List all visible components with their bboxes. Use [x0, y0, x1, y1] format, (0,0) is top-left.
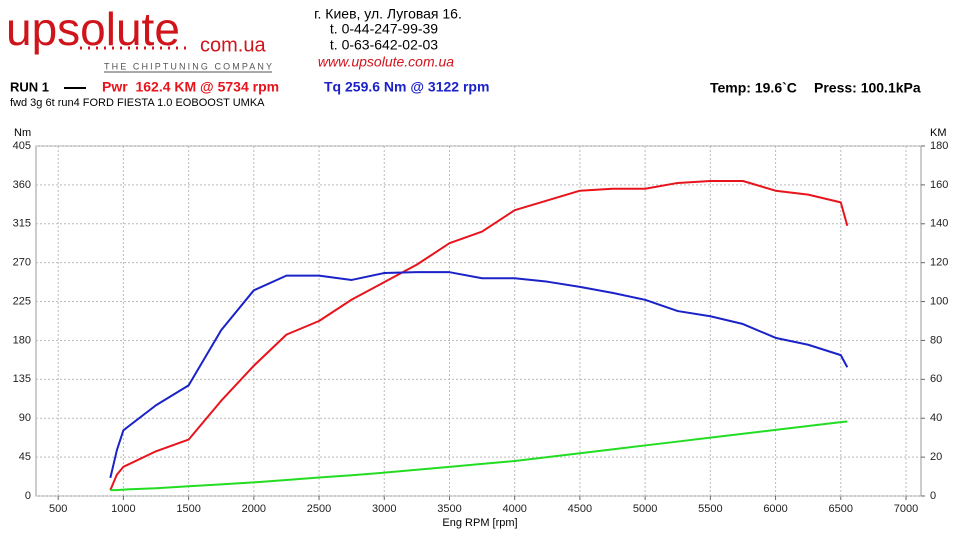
y2-axis-label: KM: [930, 127, 947, 139]
y-tick-label: 45: [19, 451, 31, 463]
y2-tick-label: 20: [930, 451, 942, 463]
y2-tick-label: 140: [930, 218, 948, 230]
y2-tick-label: 80: [930, 334, 942, 346]
y-tick-label: 180: [13, 334, 31, 346]
x-tick-label: 2500: [307, 503, 331, 515]
y2-tick-label: 160: [930, 179, 948, 191]
series-line: [110, 420, 848, 492]
logo: upsolute: [6, 3, 180, 55]
y2-tick-label: 120: [930, 257, 948, 269]
y2-tick-label: 0: [930, 490, 936, 502]
press: Press: 100.1kPa: [814, 80, 921, 96]
address: г. Киев, ул. Луговая 16.: [314, 6, 462, 22]
y-tick-label: 270: [13, 257, 31, 269]
series-line: [109, 180, 849, 491]
tagline: THE CHIPTUNING COMPANY: [104, 61, 272, 71]
phone: t. 0-63-642-02-03: [330, 37, 438, 53]
y-tick-label: 135: [13, 373, 31, 385]
x-tick-label: 4000: [502, 503, 526, 515]
y2-tick-label: 180: [930, 140, 948, 152]
x-tick-label: 6500: [829, 503, 853, 515]
legend-entry: Tq 259.6 Nm @ 3122 rpm: [324, 79, 489, 95]
y-tick-label: 315: [13, 218, 31, 230]
legend-entry: Pwr 162.4 KM @ 5734 rpm: [102, 79, 279, 95]
y-tick-label: 0: [25, 490, 31, 502]
y2-tick-label: 60: [930, 373, 942, 385]
chart-title: fwd 3g 6t run4 FORD FIESTA 1.0 EOBOOST U…: [10, 97, 265, 109]
y2-tick-label: 100: [930, 295, 948, 307]
x-tick-label: 7000: [894, 503, 918, 515]
x-tick-label: 3000: [372, 503, 396, 515]
y-axis-label: Nm: [14, 127, 31, 139]
x-tick-label: 1000: [111, 503, 135, 515]
x-tick-label: 5500: [698, 503, 722, 515]
x-tick-label: 500: [49, 503, 67, 515]
y-tick-label: 405: [13, 140, 31, 152]
x-tick-label: 6000: [763, 503, 787, 515]
plot-frame: [35, 145, 922, 497]
x-tick-label: 3500: [437, 503, 461, 515]
logo-domain: com.ua: [200, 34, 266, 56]
series-line: [109, 271, 849, 479]
phone: t. 0-44-247-99-39: [330, 21, 438, 37]
x-tick-label: 4500: [568, 503, 592, 515]
y-tick-label: 360: [13, 179, 31, 191]
url: www.upsolute.com.ua: [318, 54, 454, 70]
x-tick-label: 1500: [176, 503, 200, 515]
run-label: RUN 1: [10, 79, 49, 94]
y-tick-label: 90: [19, 412, 31, 424]
temp: Temp: 19.6`C: [710, 80, 797, 96]
y-tick-label: 225: [13, 295, 31, 307]
x-axis-label: Eng RPM [rpm]: [442, 517, 517, 529]
x-tick-label: 2000: [242, 503, 266, 515]
y2-tick-label: 40: [930, 412, 942, 424]
x-tick-label: 5000: [633, 503, 657, 515]
